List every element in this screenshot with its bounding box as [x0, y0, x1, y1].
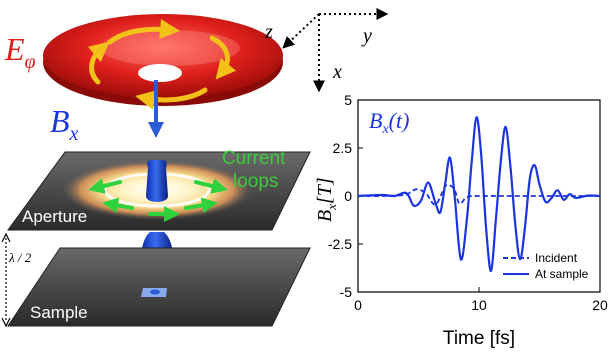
x-tick-label: 10 — [471, 297, 487, 313]
yellow-arrow-left — [87, 41, 110, 85]
chart-legend: Incident At sample — [503, 251, 589, 281]
e-field-rotation-arrows — [87, 19, 237, 110]
current-loop-arrows — [88, 178, 228, 222]
e-phi-label: Eφ — [4, 31, 36, 73]
legend-at-sample-label: At sample — [535, 267, 589, 281]
legend-incident-label: Incident — [535, 251, 578, 265]
y-tick-label: 5 — [344, 92, 352, 108]
current-loops-label: Current loops — [222, 148, 291, 192]
plot-series — [357, 116, 601, 273]
y-tick-label: -2.5 — [328, 236, 352, 252]
x-tick-label: 20 — [592, 297, 608, 313]
y-tick-label: 0 — [344, 188, 352, 204]
sample-plane — [7, 247, 311, 327]
y-axis-title: Bx[T] — [314, 177, 339, 222]
y-axis-label: y — [361, 25, 372, 47]
series-line-at-sample — [357, 116, 601, 273]
series-line-incident — [357, 183, 600, 206]
chart-title: Bx(t) — [369, 108, 409, 137]
x-axis-title: Time [fs] — [443, 328, 515, 349]
bx-time-chart: 52.50-2.5-50 10 20 Bx(t) Bx[T] Time [fs] I… — [314, 92, 608, 349]
plot-ticks: 52.50-2.5-50 10 20 — [328, 92, 608, 313]
y-tick-label: -5 — [340, 284, 353, 300]
x-axis-label: x — [332, 61, 342, 83]
b-x-label: Bx — [50, 103, 79, 145]
y-tick-label: 2.5 — [333, 140, 353, 156]
z-axis-label: z — [264, 21, 273, 43]
yellow-arrow-right — [209, 35, 237, 80]
coordinate-axes — [282, 8, 389, 93]
lambda-half-label: λ / 2 — [8, 250, 32, 265]
x-tick-label: 0 — [354, 297, 362, 313]
disc-hole — [138, 64, 182, 82]
aperture-label: Aperture — [22, 207, 87, 226]
z-axis-arrow — [282, 13, 320, 49]
yellow-arrow-top — [107, 19, 180, 45]
yellow-arrow-bottom — [135, 87, 208, 110]
sample-label: Sample — [30, 303, 88, 322]
